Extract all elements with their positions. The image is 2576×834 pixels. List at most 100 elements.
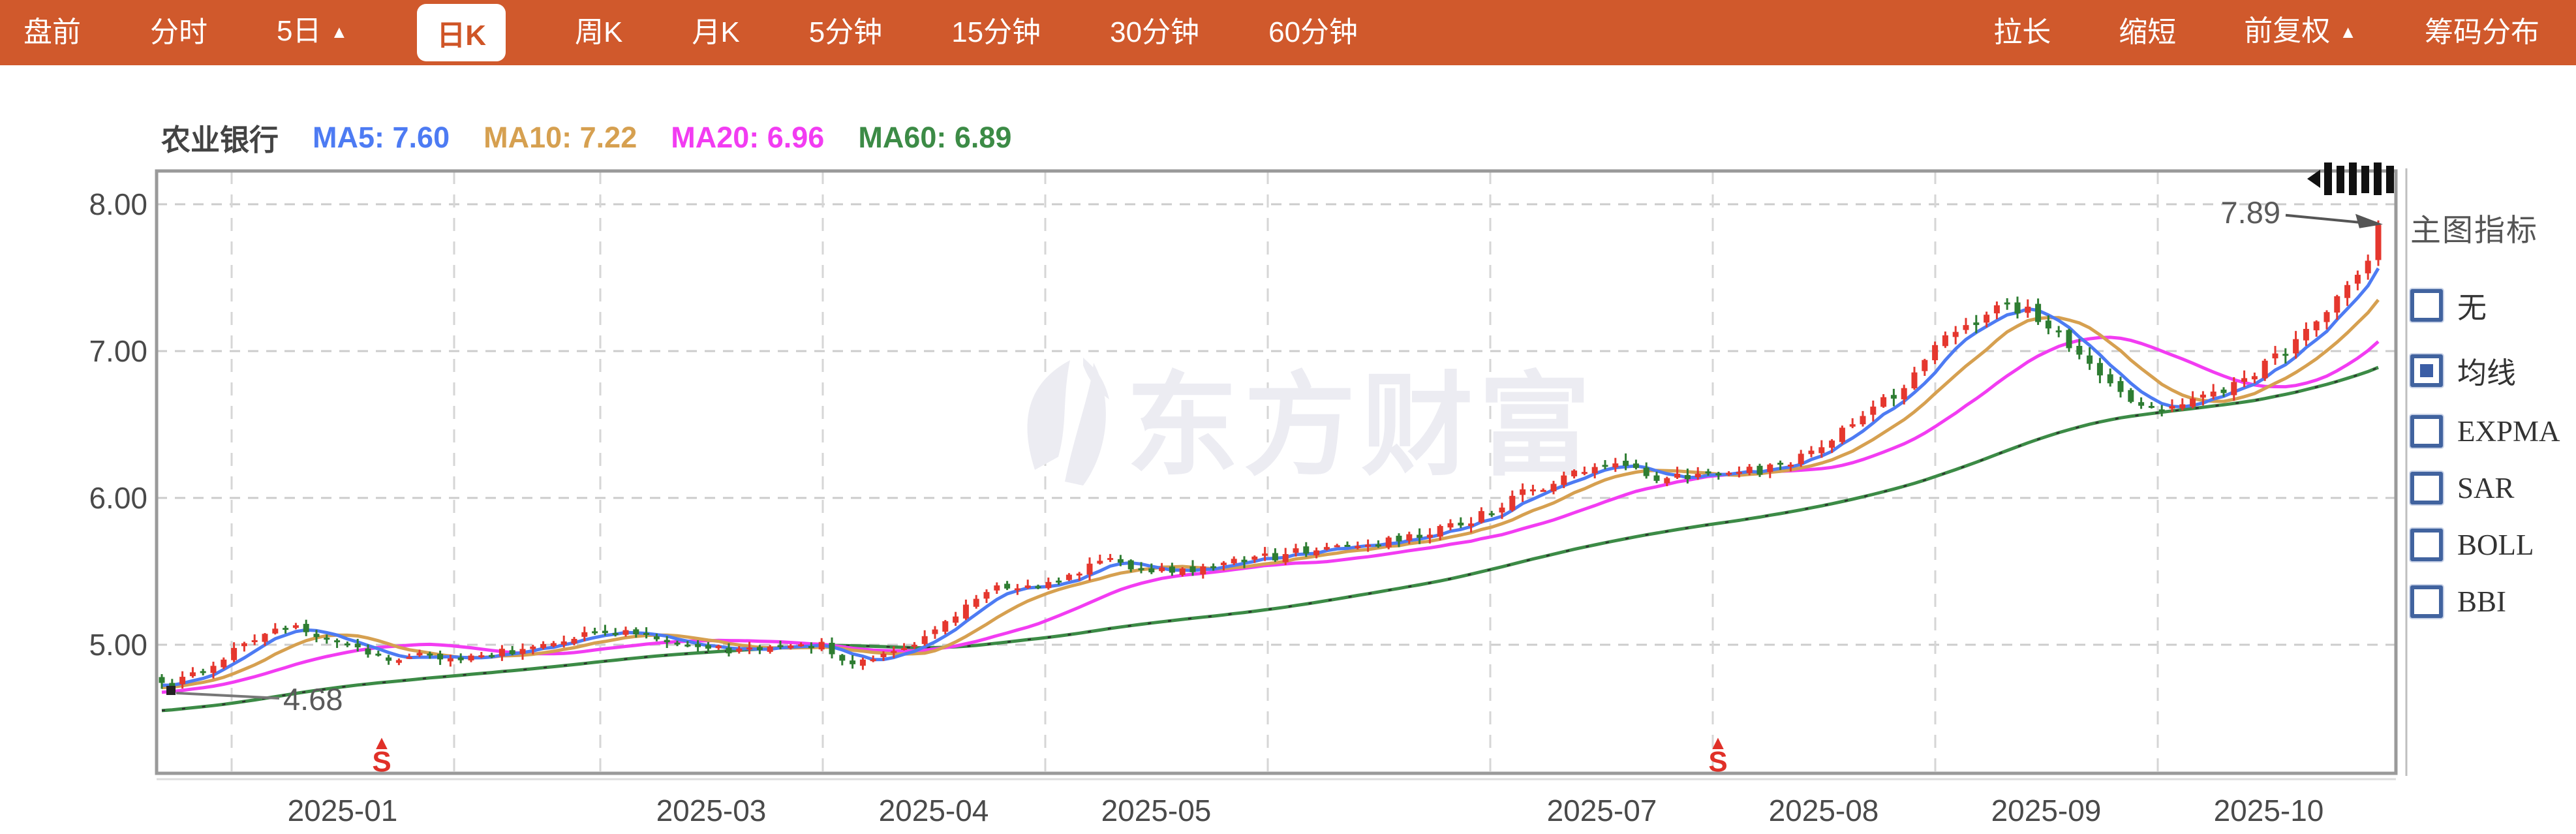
candle-body-down-98 <box>1169 566 1175 573</box>
toolbar-item-label: 月K <box>692 16 740 48</box>
candle-body-up-103 <box>1220 563 1227 565</box>
indicator-option-label: BBI <box>2457 585 2507 618</box>
candle-body-up-173 <box>1942 335 1948 347</box>
event-marker-s-1: S <box>1708 746 1727 778</box>
ma-legend-item-1: MA10: 7.22 <box>483 120 637 154</box>
checkbox-checked-icon[interactable] <box>2410 354 2443 387</box>
checkbox-icon[interactable] <box>2410 529 2443 561</box>
candle-body-up-213 <box>2354 275 2361 284</box>
candle-body-down-151 <box>1715 473 1722 476</box>
toolbar-item-left-7[interactable]: 15分钟 <box>951 0 1041 65</box>
candle-body-up-91 <box>1097 561 1103 564</box>
toolbar-item-right-0[interactable]: 拉长 <box>1993 0 2051 65</box>
toolbar-item-left-9[interactable]: 60分钟 <box>1268 0 1358 65</box>
toolbar-item-right-3[interactable]: 筹码分布 <box>2425 0 2539 65</box>
candle-body-up-83 <box>1014 588 1020 591</box>
candle-body-up-207 <box>2293 339 2299 354</box>
candle-body-up-161 <box>1818 447 1825 454</box>
checkbox-icon[interactable] <box>2410 415 2443 448</box>
indicator-option-4[interactable]: BOLL <box>2410 528 2576 562</box>
candle-body-down-87 <box>1056 580 1062 583</box>
low-point-marker <box>166 686 176 695</box>
candle-body-down-20 <box>365 648 371 655</box>
candle-body-down-140 <box>1602 465 1608 467</box>
candle-body-up-171 <box>1922 360 1928 371</box>
candle-body-down-34 <box>509 650 515 655</box>
low-leader-line <box>176 692 280 700</box>
candle-body-up-5 <box>210 666 217 673</box>
candle-body-up-59 <box>767 646 773 652</box>
toolbar-item-left-4[interactable]: 周K <box>575 0 622 65</box>
candle-body-up-62 <box>798 644 805 647</box>
candle-body-down-193 <box>2148 406 2154 409</box>
toolbar-item-left-3-selected[interactable]: 日K <box>417 4 506 61</box>
candle-body-up-139 <box>1591 467 1598 474</box>
candle-body-down-111 <box>1303 546 1310 554</box>
toolbar-item-right-2[interactable]: 前复权 ▲ <box>2244 0 2357 67</box>
watermark-text: 东方财富 <box>1126 363 1596 489</box>
indicator-option-5[interactable]: BBI <box>2410 585 2576 619</box>
toolbar-item-left-5[interactable]: 月K <box>692 0 739 65</box>
candle-body-down-67 <box>850 660 856 664</box>
candle-body-up-131 <box>1509 495 1516 510</box>
candle-body-up-74 <box>921 636 928 644</box>
candle-body-up-110 <box>1293 548 1299 553</box>
toolbar-item-left-1[interactable]: 分时 <box>150 0 207 65</box>
candle-body-up-61 <box>788 645 794 649</box>
candle-body-down-115 <box>1344 544 1351 547</box>
candle-body-down-26 <box>427 653 433 656</box>
top-right-marks-icon <box>2307 162 2394 195</box>
checkbox-icon[interactable] <box>2410 585 2443 618</box>
toolbar-item-left-0[interactable]: 盘前 <box>23 0 81 65</box>
candle-body-up-89 <box>1076 573 1082 576</box>
checkbox-icon[interactable] <box>2410 288 2443 322</box>
indicator-option-2[interactable]: EXPMA <box>2410 414 2576 448</box>
candle-body-up-97 <box>1159 567 1165 572</box>
candle-body-down-191 <box>2128 390 2134 402</box>
candle-body-down-47 <box>643 632 650 635</box>
checkbox-icon[interactable] <box>2410 472 2443 504</box>
candle-body-down-22 <box>386 657 392 661</box>
toolbar-item-left-2[interactable]: 5日 ▲ <box>277 0 348 67</box>
candle-body-up-81 <box>994 585 1000 591</box>
toolbar-item-right-1[interactable]: 缩短 <box>2119 0 2176 65</box>
candle-body-up-68 <box>859 659 866 666</box>
candle-body-up-104 <box>1231 559 1237 564</box>
candle-body-down-51 <box>684 644 691 647</box>
y-axis-label-6.00: 6.00 <box>89 481 147 515</box>
candle-body-up-181 <box>2025 306 2031 313</box>
candle-body-down-192 <box>2138 402 2145 406</box>
toolbar-item-label: 5日 <box>277 14 322 47</box>
candle-body-down-122 <box>1417 534 1423 538</box>
candle-body-up-38 <box>550 643 557 647</box>
triangle-up-icon: ▲ <box>330 22 348 42</box>
toolbar-item-label: 15分钟 <box>951 16 1041 48</box>
candle-body-down-4 <box>200 671 206 673</box>
candle-body-up-107 <box>1262 553 1268 556</box>
ma-legend-item-3: MA60: 6.89 <box>858 120 1012 154</box>
indicator-option-3[interactable]: SAR <box>2410 471 2576 505</box>
ma-legend-item-2: MA20: 6.96 <box>671 120 825 154</box>
candle-body-up-135 <box>1550 484 1557 492</box>
candle-body-up-125 <box>1447 523 1454 528</box>
indicator-option-0[interactable]: 无 <box>2410 284 2576 326</box>
y-axis-label-7.00: 7.00 <box>89 334 147 368</box>
candle-body-up-172 <box>1932 345 1939 361</box>
candle-body-down-52 <box>695 643 701 647</box>
candle-body-up-162 <box>1829 440 1835 448</box>
plot-border <box>155 169 2398 775</box>
candle-body-up-134 <box>1540 489 1546 492</box>
toolbar-item-left-6[interactable]: 5分钟 <box>809 0 882 65</box>
toolbar-item-left-8[interactable]: 30分钟 <box>1110 0 1199 65</box>
candle-body-up-71 <box>891 651 897 653</box>
candle-body-down-105 <box>1241 559 1248 563</box>
candle-body-down-48 <box>653 636 660 640</box>
candle-body-down-144 <box>1643 467 1649 476</box>
candle-body-up-164 <box>1849 424 1856 427</box>
candle-body-up-23 <box>395 660 402 663</box>
candle-body-down-142 <box>1623 461 1629 466</box>
candle-body-up-149 <box>1694 474 1701 478</box>
stock-name: 农业银行 <box>161 123 279 157</box>
indicator-option-1[interactable]: 均线 <box>2410 349 2576 392</box>
